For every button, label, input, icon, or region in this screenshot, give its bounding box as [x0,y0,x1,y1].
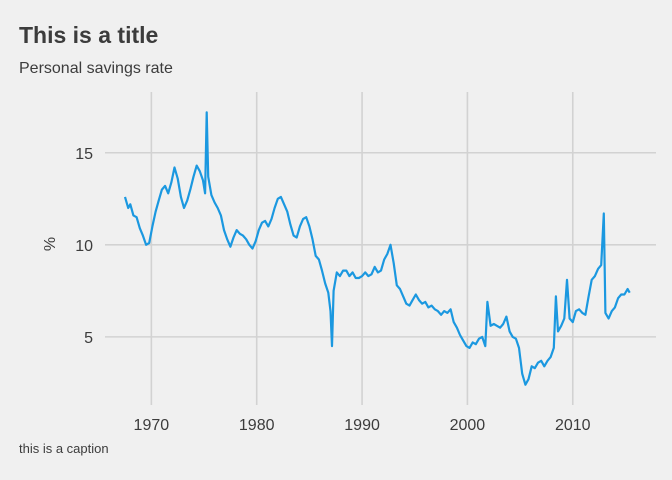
x-tick-label: 1990 [344,417,380,434]
chart-subtitle: Personal savings rate [19,60,173,77]
chart-caption: this is a caption [19,441,109,456]
grid-lines [105,92,656,405]
x-tick-label: 1980 [239,417,275,434]
y-tick-label: 15 [75,146,93,163]
x-tick-label: 2010 [555,417,591,434]
x-tick-label: 2000 [450,417,486,434]
x-tick-labels: 1970 1980 1990 2000 2010 [134,417,591,434]
chart-title: This is a title [19,22,159,48]
y-tick-labels: 5 10 15 [75,146,93,347]
x-tick-label: 1970 [134,417,170,434]
y-tick-label: 5 [84,330,93,347]
y-tick-label: 10 [75,238,93,255]
series-group [123,111,631,386]
savings-rate-line [123,111,631,386]
y-axis-title: % [42,237,59,251]
